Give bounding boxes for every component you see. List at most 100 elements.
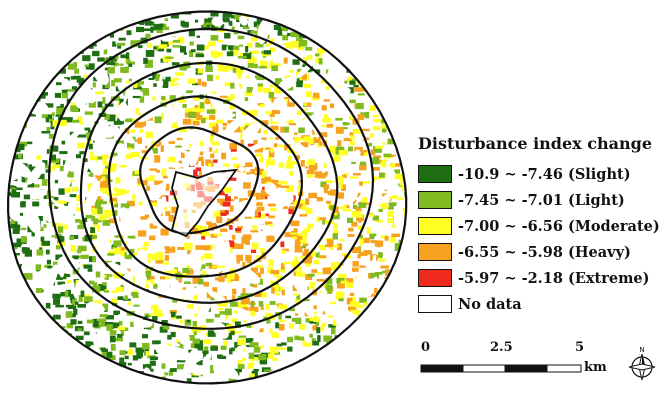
scale-tick-label: 0 bbox=[421, 340, 431, 355]
raster-cell bbox=[370, 240, 377, 244]
raster-cell bbox=[145, 131, 153, 139]
raster-cell bbox=[405, 128, 407, 134]
raster-cell bbox=[30, 61, 35, 66]
raster-cell bbox=[268, 259, 274, 267]
raster-cell bbox=[75, 301, 79, 305]
raster-cell bbox=[255, 265, 264, 268]
raster-cell bbox=[266, 318, 271, 324]
raster-cell bbox=[301, 206, 308, 211]
raster-cell bbox=[285, 42, 292, 49]
raster-cell bbox=[288, 207, 294, 215]
raster-cell bbox=[292, 59, 300, 65]
raster-cell bbox=[225, 196, 231, 202]
raster-cell bbox=[251, 249, 257, 254]
raster-cell bbox=[231, 318, 238, 323]
raster-cell bbox=[105, 383, 110, 384]
raster-cell bbox=[168, 369, 174, 376]
raster-cell bbox=[375, 54, 379, 60]
no-data-gap bbox=[65, 199, 77, 219]
raster-cell bbox=[193, 96, 200, 101]
raster-cell bbox=[217, 64, 224, 72]
raster-cell bbox=[249, 51, 253, 55]
raster-cell bbox=[98, 113, 107, 117]
raster-cell bbox=[270, 207, 277, 212]
raster-cell bbox=[23, 304, 30, 311]
raster-cell bbox=[379, 380, 387, 383]
raster-cell bbox=[331, 149, 340, 155]
raster-cell bbox=[341, 56, 347, 62]
raster-cell bbox=[90, 32, 98, 35]
raster-cell bbox=[67, 357, 77, 361]
raster-cell bbox=[191, 225, 201, 230]
raster-cell bbox=[396, 197, 405, 200]
raster-cell bbox=[312, 24, 320, 29]
raster-cell bbox=[238, 335, 247, 338]
raster-cell bbox=[284, 144, 291, 151]
raster-cell bbox=[395, 161, 402, 167]
raster-cell bbox=[145, 351, 149, 357]
raster-cell bbox=[330, 41, 339, 44]
raster-cell bbox=[333, 19, 337, 25]
raster-cell bbox=[86, 30, 93, 37]
raster-cell bbox=[43, 369, 49, 375]
raster-cell bbox=[246, 338, 254, 342]
raster-cell bbox=[85, 341, 91, 349]
raster-cell bbox=[71, 33, 78, 41]
raster-cell bbox=[335, 146, 345, 150]
raster-cell bbox=[305, 91, 312, 97]
raster-cell bbox=[404, 80, 407, 86]
raster-cell bbox=[165, 76, 171, 82]
raster-cell bbox=[135, 108, 139, 115]
raster-cell bbox=[102, 161, 110, 166]
raster-cell bbox=[186, 265, 191, 269]
raster-cell bbox=[28, 164, 32, 171]
raster-cell bbox=[43, 224, 47, 228]
raster-cell bbox=[333, 392, 340, 394]
raster-cell bbox=[320, 361, 327, 364]
raster-cell bbox=[31, 64, 36, 67]
raster-cell bbox=[234, 45, 240, 50]
raster-cell bbox=[302, 57, 312, 60]
raster-cell bbox=[88, 234, 97, 239]
raster-cell bbox=[250, 230, 259, 233]
raster-cell bbox=[311, 311, 318, 314]
raster-cell bbox=[263, 50, 271, 55]
raster-cell bbox=[8, 11, 13, 13]
raster-cell bbox=[119, 357, 125, 363]
raster-cell bbox=[268, 84, 275, 88]
raster-cell bbox=[346, 205, 350, 209]
raster-cell bbox=[309, 333, 313, 338]
raster-cell bbox=[25, 340, 32, 346]
raster-cell bbox=[75, 219, 81, 223]
raster-cell bbox=[258, 354, 267, 361]
raster-cell bbox=[359, 71, 368, 76]
raster-cell bbox=[360, 25, 366, 29]
raster-cell bbox=[326, 179, 333, 184]
raster-cell bbox=[234, 273, 239, 278]
raster-cell bbox=[326, 12, 335, 18]
raster-cell bbox=[78, 39, 82, 44]
raster-cell bbox=[229, 225, 233, 230]
raster-cell bbox=[81, 376, 86, 381]
raster-cell bbox=[352, 204, 358, 209]
raster-cell bbox=[291, 236, 301, 239]
raster-cell bbox=[312, 341, 320, 346]
no-data-gap bbox=[93, 21, 112, 30]
raster-cell bbox=[75, 335, 84, 340]
no-data-gap bbox=[43, 58, 57, 71]
raster-cell bbox=[8, 346, 16, 353]
raster-cell bbox=[192, 321, 197, 327]
raster-cell bbox=[164, 246, 170, 253]
raster-cell bbox=[397, 317, 402, 323]
raster-cell bbox=[8, 11, 12, 18]
raster-cell bbox=[358, 151, 367, 156]
raster-cell bbox=[27, 381, 32, 384]
raster-cell bbox=[84, 296, 93, 302]
no-data-gap bbox=[201, 373, 225, 383]
raster-cell bbox=[404, 275, 407, 283]
raster-cell bbox=[53, 41, 60, 47]
raster-cell bbox=[247, 362, 254, 369]
raster-cell bbox=[293, 228, 298, 234]
raster-cell bbox=[361, 12, 366, 19]
no-data-gap bbox=[150, 182, 167, 201]
